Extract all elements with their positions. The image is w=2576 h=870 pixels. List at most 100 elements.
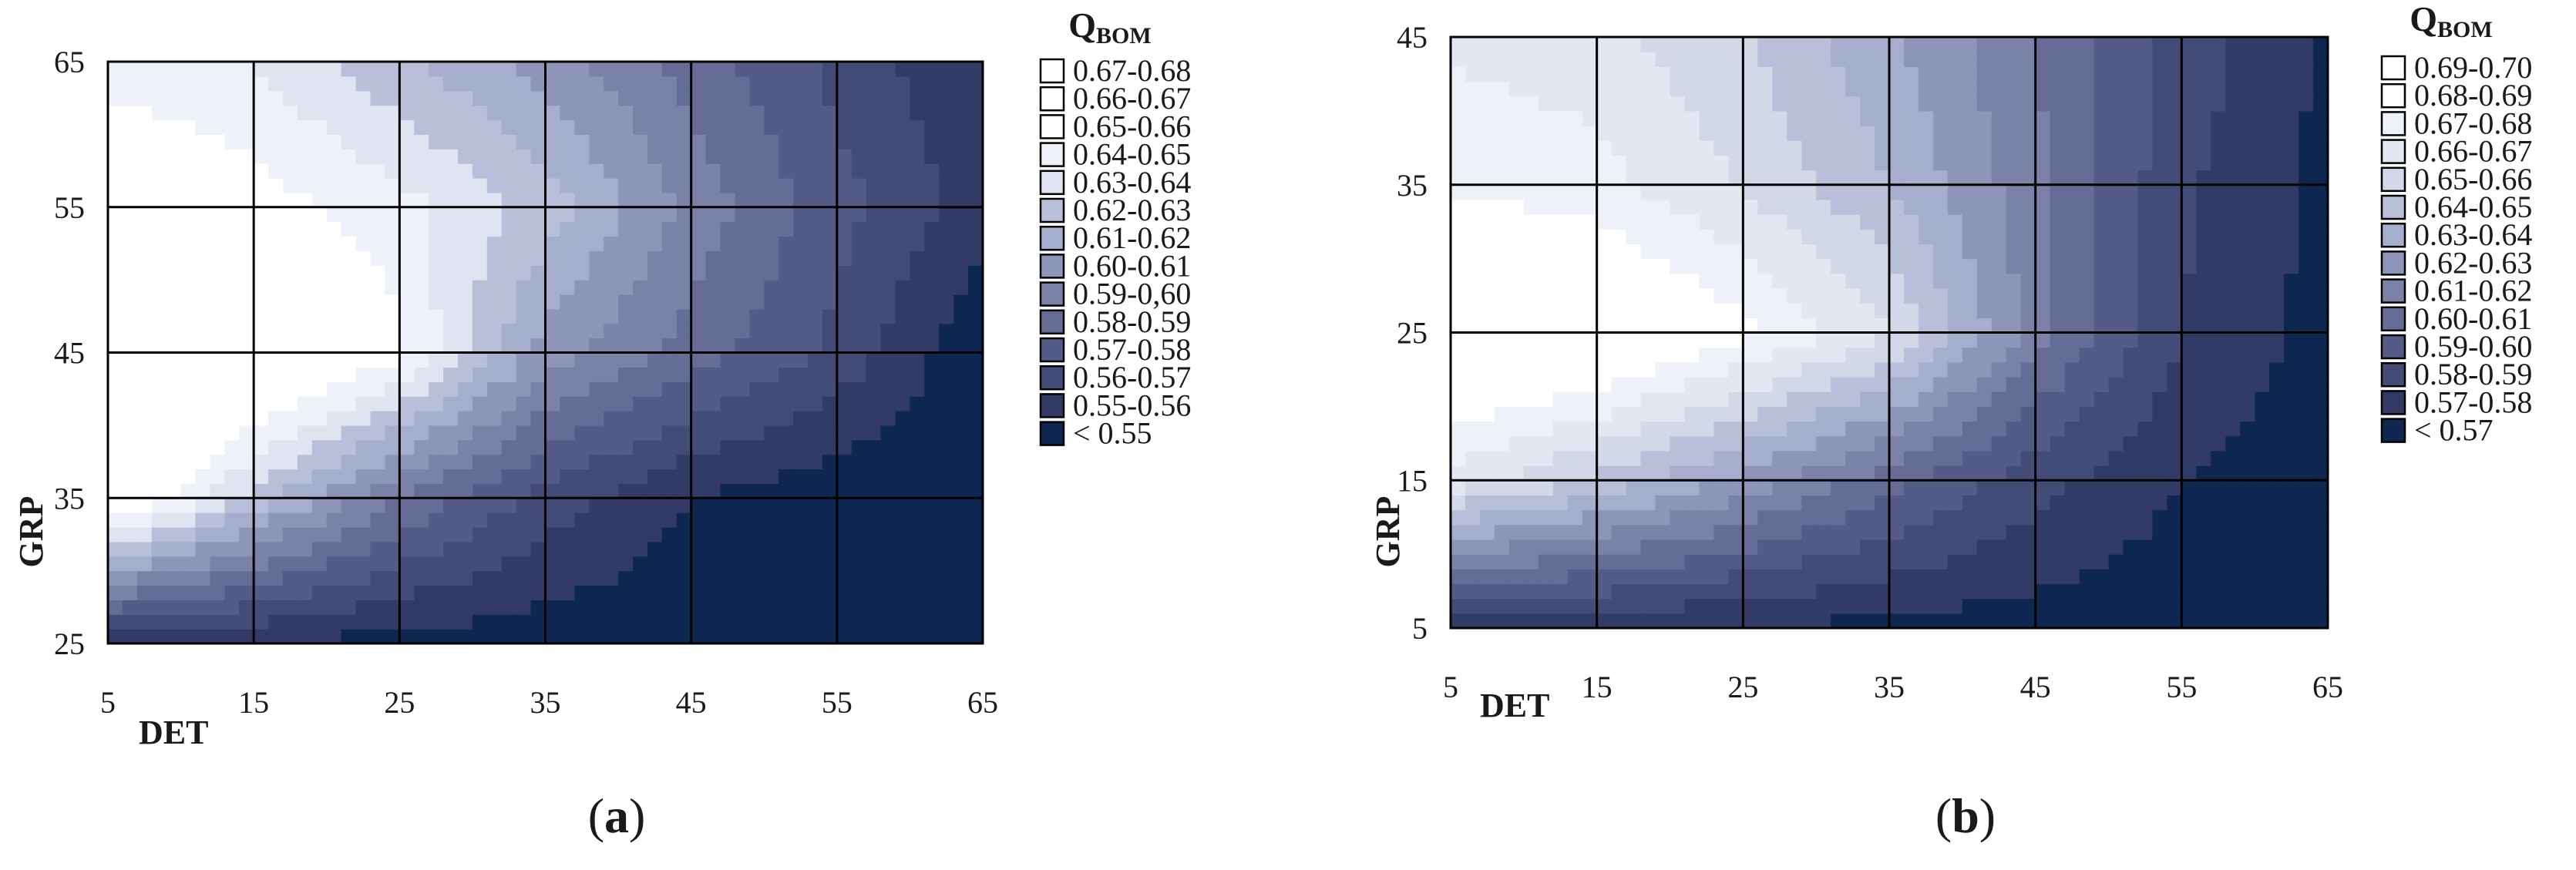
- heatmap-cell: [2050, 126, 2066, 141]
- heatmap-cell: [2079, 140, 2095, 156]
- heatmap-cell: [326, 556, 342, 572]
- heatmap-cell: [210, 483, 225, 499]
- heatmap-cell: [1626, 273, 1642, 289]
- heatmap-cell: [1932, 613, 1949, 629]
- heatmap-cell: [108, 250, 123, 266]
- heatmap-cell: [633, 439, 648, 455]
- heatmap-cell: [486, 585, 503, 600]
- heatmap-cell: [1875, 155, 1890, 171]
- heatmap-cell: [326, 367, 342, 382]
- heatmap-cell: [851, 338, 867, 354]
- heatmap-cell: [1596, 37, 1613, 52]
- heatmap-cell: [1684, 199, 1700, 215]
- heatmap-cell: [195, 483, 211, 499]
- heatmap-cell: [1947, 391, 1963, 407]
- heatmap-cell: [749, 76, 765, 92]
- heatmap-cell: [1523, 361, 1539, 378]
- heatmap-cell: [1728, 377, 1744, 392]
- heatmap-cell: [676, 149, 692, 164]
- heatmap-cell: [2196, 539, 2211, 555]
- heatmap-cell: [647, 62, 663, 77]
- heatmap-cell: [1611, 406, 1627, 422]
- heatmap-cell: [1728, 155, 1744, 171]
- heatmap-cell: [735, 381, 750, 397]
- heatmap-cell: [1991, 229, 2007, 245]
- heatmap-cell: [443, 338, 459, 354]
- heatmap-cell: [1918, 199, 1934, 215]
- heatmap-cell: [661, 439, 678, 455]
- heatmap-cell: [1772, 184, 1787, 200]
- heatmap-cell: [2064, 126, 2080, 141]
- heatmap-cell: [545, 454, 561, 470]
- heatmap-cell: [1757, 317, 1773, 334]
- heatmap-cell: [530, 541, 546, 557]
- heatmap-cell: [399, 629, 415, 644]
- heatmap-cell: [1947, 317, 1963, 334]
- heatmap-cell: [779, 236, 794, 251]
- heatmap-cell: [1962, 244, 1978, 260]
- heatmap-cell: [691, 439, 707, 455]
- heatmap-cell: [953, 498, 969, 513]
- heatmap-cell: [472, 62, 488, 77]
- heatmap-cell: [2299, 140, 2314, 156]
- heatmap-cell: [254, 163, 269, 179]
- heatmap-cell: [2284, 391, 2299, 407]
- heatmap-cell: [414, 541, 429, 557]
- heatmap-cell: [764, 221, 779, 237]
- heatmap-cell: [458, 425, 473, 441]
- heatmap-cell: [1962, 435, 1978, 452]
- heatmap-cell: [1889, 465, 1905, 481]
- heatmap-cell: [1582, 52, 1598, 67]
- heatmap-cell: [2211, 347, 2226, 363]
- legend-title-subscript: BOM: [2437, 17, 2493, 42]
- heatmap-cell: [195, 76, 211, 92]
- heatmap-cell: [1757, 569, 1773, 585]
- heatmap-cell: [2211, 81, 2226, 97]
- y-tick-label: 65: [54, 45, 85, 79]
- heatmap-cell: [953, 192, 969, 208]
- heatmap-cell: [2035, 583, 2051, 600]
- heatmap-cell: [1465, 287, 1481, 304]
- heatmap-cell: [1538, 155, 1554, 171]
- heatmap-cell: [2093, 361, 2110, 378]
- heatmap-cell: [429, 498, 444, 513]
- heatmap-cell: [1479, 613, 1495, 629]
- heatmap-cell: [516, 250, 532, 266]
- heatmap-cell: [866, 396, 882, 411]
- heatmap-cell: [180, 614, 197, 630]
- heatmap-cell: [1816, 435, 1831, 452]
- heatmap-cell: [618, 352, 634, 368]
- heatmap-cell: [574, 265, 590, 280]
- heatmap-cell: [1845, 554, 1861, 569]
- heatmap-cell: [1713, 96, 1729, 112]
- heatmap-cell: [676, 265, 692, 280]
- heatmap-cell: [1596, 170, 1613, 186]
- heatmap-cell: [224, 323, 240, 339]
- heatmap-cell: [545, 308, 561, 324]
- heatmap-cell: [1567, 287, 1583, 304]
- legend-swatch: [1039, 170, 1065, 196]
- heatmap-cell: [661, 192, 678, 208]
- heatmap-cell: [283, 469, 298, 484]
- heatmap-cell: [749, 236, 765, 251]
- heatmap-cell: [939, 527, 954, 542]
- heatmap-cell: [414, 163, 429, 179]
- heatmap-cell: [326, 207, 342, 223]
- heatmap-cell: [1552, 524, 1569, 540]
- heatmap-cell: [1640, 258, 1656, 274]
- heatmap-cell: [2181, 170, 2197, 186]
- heatmap-cell: [1494, 258, 1510, 274]
- heatmap-cell: [1523, 229, 1539, 245]
- heatmap-cell: [2137, 391, 2153, 407]
- heatmap-cell: [311, 308, 328, 324]
- heatmap-cell: [2240, 214, 2255, 230]
- heatmap-cell: [589, 338, 604, 354]
- heatmap-cell: [939, 629, 954, 644]
- heatmap-cell: [661, 338, 678, 354]
- heatmap-cell: [749, 541, 765, 557]
- heatmap-cell: [108, 323, 123, 339]
- heatmap-cell: [1713, 184, 1729, 200]
- heatmap-cell: [1582, 66, 1598, 82]
- heatmap-cell: [458, 119, 473, 135]
- heatmap-cell: [224, 454, 240, 470]
